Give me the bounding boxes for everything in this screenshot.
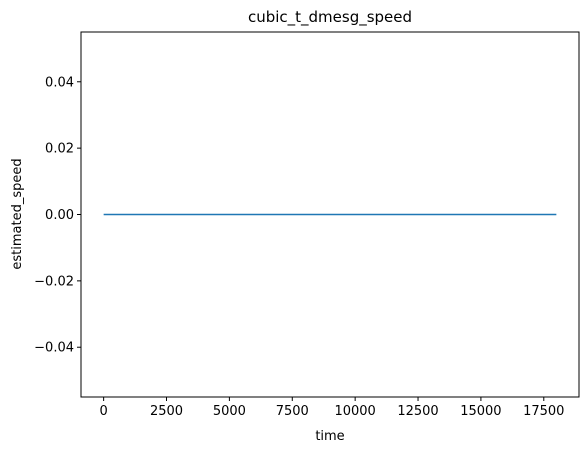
y-tick-label: −0.02	[34, 274, 74, 289]
x-tick-label: 15000	[460, 404, 501, 419]
x-tick-label: 0	[99, 404, 107, 419]
x-tick-label: 10000	[334, 404, 375, 419]
x-axis: 0 2500 5000 7500 10000 12500 15000 17500	[99, 397, 564, 419]
y-axis: −0.04 −0.02 0.00 0.02 0.04	[34, 75, 81, 355]
x-tick-label: 17500	[523, 404, 564, 419]
y-axis-label: estimated_speed	[10, 158, 25, 269]
y-tick-label: 0.00	[45, 208, 74, 223]
y-tick-label: 0.04	[45, 75, 74, 90]
x-tick-label: 7500	[276, 404, 309, 419]
x-tick-label: 12500	[397, 404, 438, 419]
y-tick-label: −0.04	[34, 341, 74, 356]
chart-title: cubic_t_dmesg_speed	[248, 8, 412, 27]
x-axis-label: time	[315, 429, 344, 444]
y-tick-label: 0.02	[45, 142, 74, 157]
x-tick-label: 2500	[150, 404, 183, 419]
x-tick-label: 5000	[213, 404, 246, 419]
